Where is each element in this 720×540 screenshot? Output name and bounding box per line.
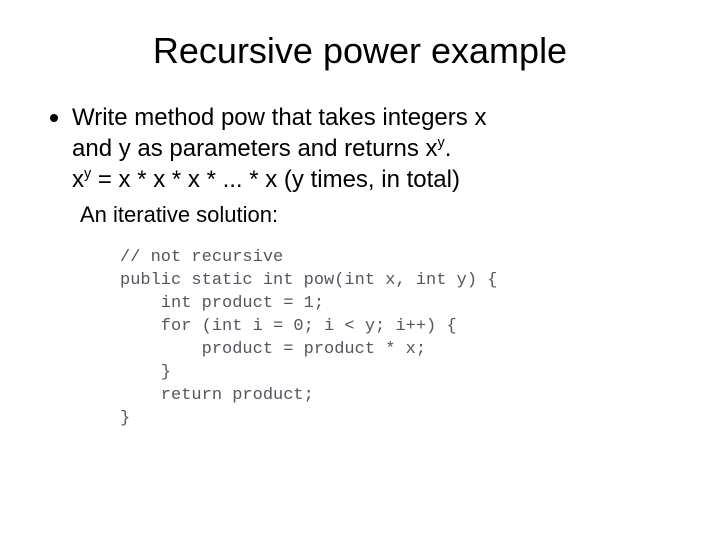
code-line: return product;	[120, 386, 314, 405]
slide: Recursive power example Write method pow…	[0, 0, 720, 540]
formula-rest: = x * x * x * ... * x (y times, in total…	[91, 166, 460, 193]
text-fragment: as parameters and returns x	[131, 135, 438, 162]
sub-line: An iterative solution:	[80, 201, 680, 230]
text-fragment: Write method	[72, 104, 221, 131]
formula-line: xy = x * x * x * ... * x (y times, in to…	[72, 164, 680, 196]
code-line: int product = 1;	[120, 294, 324, 313]
text-fragment: pow	[221, 104, 265, 131]
text-fragment: that takes integers	[265, 104, 474, 131]
superscript: y	[438, 135, 445, 151]
bullet-dot-icon	[50, 114, 58, 122]
text-fragment: x	[474, 104, 486, 131]
code-line: // not recursive	[120, 248, 283, 267]
code-line: }	[120, 363, 171, 382]
bullet-block: Write method pow that takes integers x a…	[50, 102, 680, 229]
text-fragment: y	[119, 135, 131, 162]
code-line: }	[120, 409, 130, 428]
text-fragment: and	[72, 135, 119, 162]
slide-title: Recursive power example	[40, 30, 680, 72]
bullet-text: Write method pow that takes integers x a…	[72, 102, 680, 164]
code-block: // not recursive public static int pow(i…	[120, 247, 680, 431]
code-line: for (int i = 0; i < y; i++) {	[120, 317, 457, 336]
code-line: public static int pow(int x, int y) {	[120, 271, 497, 290]
formula-base: x	[72, 166, 84, 193]
code-line: product = product * x;	[120, 340, 426, 359]
text-fragment: .	[445, 135, 452, 162]
bullet-item: Write method pow that takes integers x a…	[50, 102, 680, 164]
